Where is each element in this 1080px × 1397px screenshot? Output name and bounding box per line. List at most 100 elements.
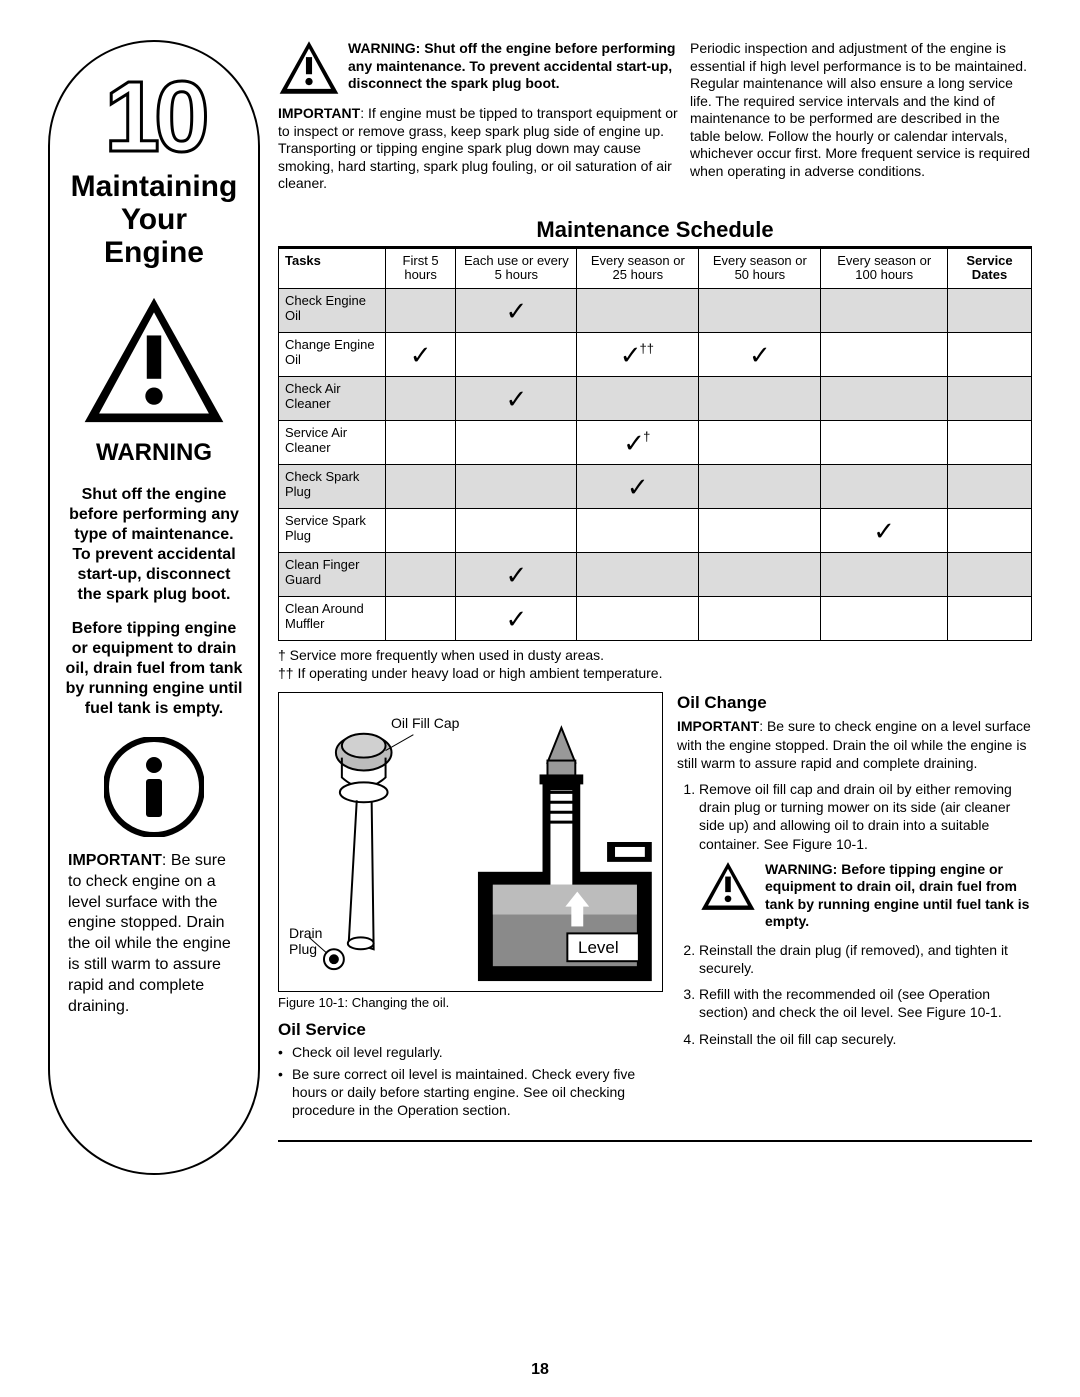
check-cell: [385, 597, 456, 641]
table-header: Service Dates: [948, 248, 1032, 289]
check-cell: [577, 377, 699, 421]
inline-warning-text: WARNING: Before tipping engine or equipm…: [765, 861, 1032, 931]
task-cell: Check Engine Oil: [279, 289, 386, 333]
oil-change-section: Oil Change IMPORTANT: Be sure to check e…: [677, 692, 1032, 1122]
check-cell: [948, 509, 1032, 553]
top-warning-text: WARNING: Shut off the engine before perf…: [348, 40, 678, 95]
check-cell: [577, 289, 699, 333]
step-item: Reinstall the drain plug (if removed), a…: [699, 941, 1032, 977]
check-cell: [948, 597, 1032, 641]
check-cell: [456, 421, 577, 465]
check-cell: [948, 289, 1032, 333]
top-warning-block: WARNING: Shut off the engine before perf…: [278, 40, 678, 95]
table-header: Every season or 25 hours: [577, 248, 699, 289]
warning-icon: [699, 861, 757, 911]
label-level: Level: [578, 938, 619, 958]
check-cell: [385, 421, 456, 465]
warning-icon: [79, 295, 229, 425]
check-cell: [821, 289, 948, 333]
list-item: Be sure correct oil level is maintained.…: [292, 1065, 663, 1120]
task-cell: Clean Around Muffler: [279, 597, 386, 641]
check-cell: [821, 553, 948, 597]
check-cell: [577, 597, 699, 641]
check-cell: [385, 553, 456, 597]
chapter-number: 10: [104, 72, 203, 162]
table-header: Every season or 100 hours: [821, 248, 948, 289]
check-cell: [456, 465, 577, 509]
check-cell: [821, 597, 948, 641]
table-row: Service Spark Plug✓: [279, 509, 1032, 553]
sidebar-warning-1: Shut off the engine before performing an…: [58, 485, 250, 605]
page-number: 18: [0, 1361, 1080, 1379]
oil-change-steps: Remove oil fill cap and drain oil by eit…: [677, 780, 1032, 1048]
table-row: Clean Around Muffler ✓: [279, 597, 1032, 641]
check-cell: [577, 553, 699, 597]
check-cell: [699, 289, 821, 333]
warning-label: WARNING: [96, 439, 212, 467]
main-content: WARNING: Shut off the engine before perf…: [278, 40, 1032, 1175]
check-cell: [699, 509, 821, 553]
table-row: Service Air Cleaner ✓†: [279, 421, 1032, 465]
intro-text: Periodic inspection and adjustment of th…: [690, 40, 1032, 203]
sidebar-warning-2: Before tipping engine or equipment to dr…: [58, 619, 250, 719]
task-cell: Service Air Cleaner: [279, 421, 386, 465]
task-cell: Clean Finger Guard: [279, 553, 386, 597]
figure-caption: Figure 10-1: Changing the oil.: [278, 995, 663, 1010]
step-item: Reinstall the oil fill cap securely.: [699, 1030, 1032, 1048]
chapter-title: Maintaining Your Engine: [71, 170, 238, 269]
check-cell: ✓††: [577, 333, 699, 377]
task-cell: Check Spark Plug: [279, 465, 386, 509]
check-cell: [948, 553, 1032, 597]
oil-change-figure: Oil Fill Cap DrainPlug Level: [278, 692, 663, 992]
check-cell: [699, 465, 821, 509]
task-cell: Service Spark Plug: [279, 509, 386, 553]
check-cell: [821, 333, 948, 377]
check-cell: ✓: [577, 465, 699, 509]
check-cell: [385, 377, 456, 421]
table-footnotes: † Service more frequently when used in d…: [278, 647, 1032, 682]
check-cell: [821, 421, 948, 465]
step-item: Refill with the recommended oil (see Ope…: [699, 985, 1032, 1021]
table-header: Every season or 50 hours: [699, 248, 821, 289]
table-row: Change Engine Oil✓✓††✓: [279, 333, 1032, 377]
check-cell: [699, 553, 821, 597]
oil-change-heading: Oil Change: [677, 692, 1032, 714]
sidebar-important: IMPORTANT: Be sure to check engine on a …: [58, 851, 250, 1017]
important-paragraph: IMPORTANT: If engine must be tipped to t…: [278, 105, 678, 193]
footnote-1: † Service more frequently when used in d…: [278, 647, 1032, 665]
table-row: Check Spark Plug ✓: [279, 465, 1032, 509]
divider: [278, 1140, 1032, 1142]
schedule-heading: Maintenance Schedule: [278, 217, 1032, 248]
check-cell: [948, 421, 1032, 465]
check-cell: [577, 509, 699, 553]
check-cell: [699, 421, 821, 465]
check-cell: ✓: [456, 289, 577, 333]
important-label: IMPORTANT: [68, 852, 162, 869]
maintenance-table: TasksFirst 5 hoursEach use or every 5 ho…: [278, 248, 1032, 642]
section-sidebar: 10 Maintaining Your Engine WARNING Shut …: [48, 40, 260, 1175]
oil-service-heading: Oil Service: [278, 1020, 663, 1040]
check-cell: [456, 509, 577, 553]
table-row: Check Engine Oil ✓: [279, 289, 1032, 333]
important-text: : Be sure to check engine on a level sur…: [68, 852, 231, 1015]
table-header: Tasks: [279, 248, 386, 289]
check-cell: [948, 333, 1032, 377]
step-item: Remove oil fill cap and drain oil by eit…: [699, 780, 1032, 853]
check-cell: [948, 465, 1032, 509]
check-cell: [699, 597, 821, 641]
info-icon: [104, 737, 204, 837]
check-cell: ✓: [456, 553, 577, 597]
check-cell: [699, 377, 821, 421]
check-cell: ✓†: [577, 421, 699, 465]
warning-icon: [278, 40, 340, 95]
table-row: Check Air Cleaner✓: [279, 377, 1032, 421]
inline-warning: WARNING: Before tipping engine or equipm…: [699, 861, 1032, 931]
check-cell: [821, 465, 948, 509]
table-header: Each use or every 5 hours: [456, 248, 577, 289]
check-cell: [948, 377, 1032, 421]
label-oil-fill-cap: Oil Fill Cap: [391, 715, 459, 731]
list-item: Check oil level regularly.: [292, 1043, 663, 1061]
oil-service-section: Oil Service Check oil level regularly. Be…: [278, 1020, 663, 1119]
check-cell: ✓: [456, 597, 577, 641]
check-cell: [385, 509, 456, 553]
